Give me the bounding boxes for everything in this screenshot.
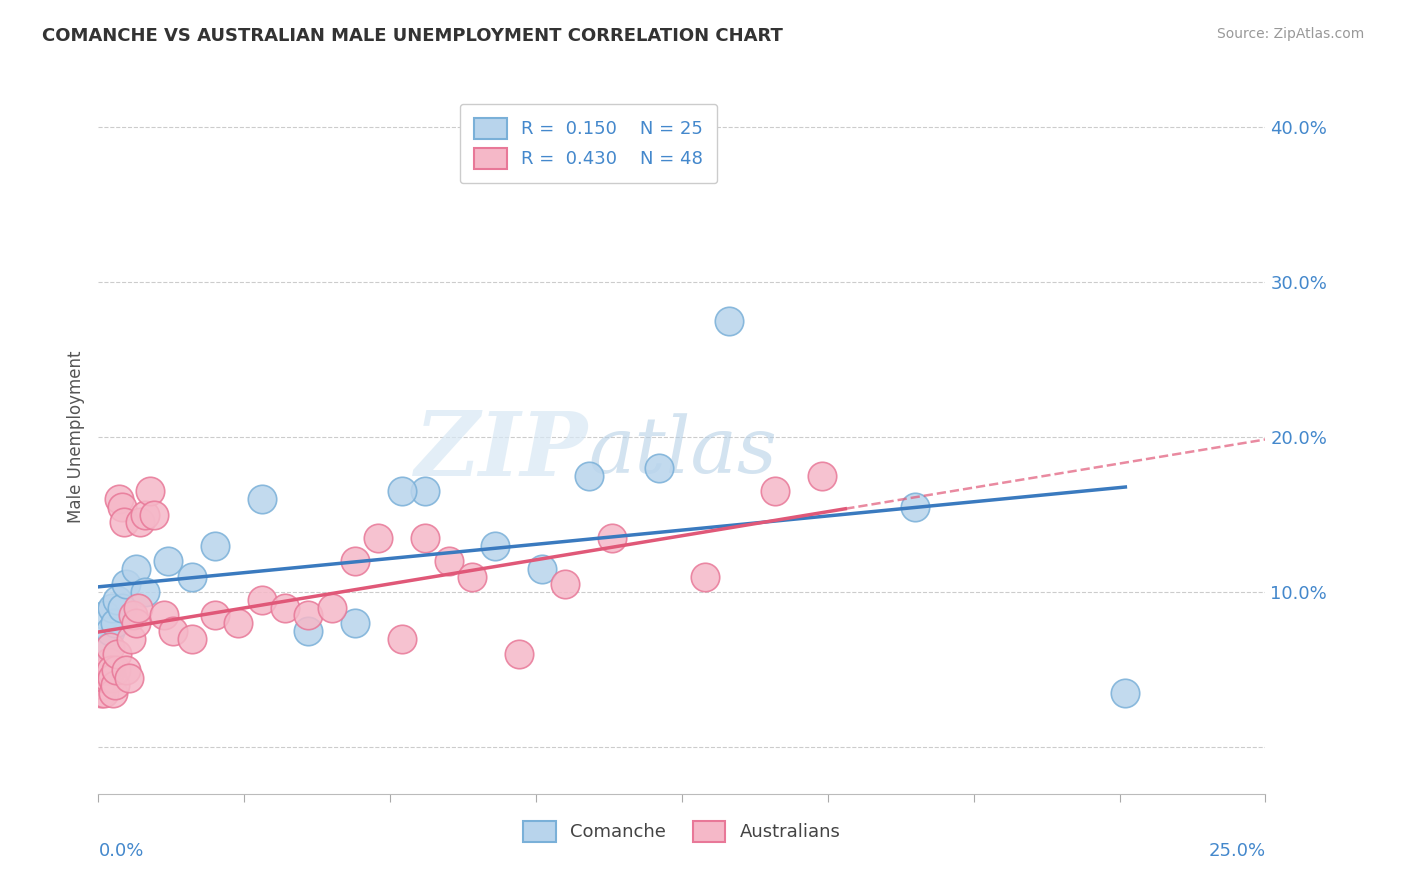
Point [93, 686, 115, 700]
Point [180, 632, 202, 646]
Point [111, 500, 134, 514]
Point [413, 531, 436, 545]
Point [554, 577, 576, 591]
Point [274, 600, 297, 615]
Point [600, 531, 623, 545]
Text: atlas: atlas [589, 413, 778, 490]
Point [391, 484, 413, 499]
Point [904, 500, 927, 514]
Point [104, 678, 127, 692]
Point [344, 616, 367, 631]
Point [98, 640, 121, 654]
Point [115, 663, 138, 677]
Point [134, 585, 156, 599]
Y-axis label: Male Unemployment: Male Unemployment [66, 351, 84, 524]
Point [162, 624, 184, 638]
Point [105, 647, 128, 661]
Point [461, 570, 484, 584]
Point [94, 671, 117, 685]
Point [204, 539, 226, 553]
Point [391, 632, 413, 646]
Point [105, 593, 128, 607]
Point [90, 686, 112, 700]
Point [112, 516, 135, 530]
Text: ZIP: ZIP [415, 409, 589, 494]
Point [250, 492, 273, 507]
Point [97, 655, 120, 669]
Point [157, 554, 180, 568]
Legend: Comanche, Australians: Comanche, Australians [516, 814, 848, 849]
Text: 0.0%: 0.0% [98, 842, 143, 860]
Point [127, 600, 149, 615]
Point [120, 632, 142, 646]
Point [530, 562, 553, 576]
Point [101, 671, 124, 685]
Point [108, 492, 131, 507]
Point [111, 600, 134, 615]
Point [139, 484, 162, 499]
Point [143, 508, 166, 522]
Point [297, 624, 319, 638]
Point [97, 671, 120, 685]
Point [437, 554, 460, 568]
Text: COMANCHE VS AUSTRALIAN MALE UNEMPLOYMENT CORRELATION CHART: COMANCHE VS AUSTRALIAN MALE UNEMPLOYMENT… [42, 27, 783, 45]
Point [811, 468, 834, 483]
Text: Source: ZipAtlas.com: Source: ZipAtlas.com [1216, 27, 1364, 41]
Point [105, 663, 128, 677]
Point [101, 600, 124, 615]
Point [367, 531, 389, 545]
Point [94, 608, 117, 623]
Point [297, 608, 319, 623]
Point [98, 624, 121, 638]
Point [97, 640, 120, 654]
Point [125, 562, 148, 576]
Point [100, 663, 122, 677]
Point [115, 577, 138, 591]
Point [104, 616, 127, 631]
Point [134, 508, 156, 522]
Point [118, 671, 141, 685]
Point [578, 468, 600, 483]
Point [508, 647, 530, 661]
Point [695, 570, 717, 584]
Point [103, 686, 125, 700]
Point [129, 516, 152, 530]
Point [250, 593, 273, 607]
Point [647, 461, 669, 475]
Point [484, 539, 506, 553]
Point [763, 484, 786, 499]
Point [125, 616, 148, 631]
Text: 25.0%: 25.0% [1208, 842, 1265, 860]
Point [1114, 686, 1136, 700]
Point [152, 608, 174, 623]
Point [204, 608, 226, 623]
Point [321, 600, 343, 615]
Point [344, 554, 367, 568]
Point [96, 663, 118, 677]
Point [180, 570, 202, 584]
Point [122, 608, 145, 623]
Point [228, 616, 250, 631]
Point [91, 678, 114, 692]
Point [413, 484, 436, 499]
Point [717, 314, 740, 328]
